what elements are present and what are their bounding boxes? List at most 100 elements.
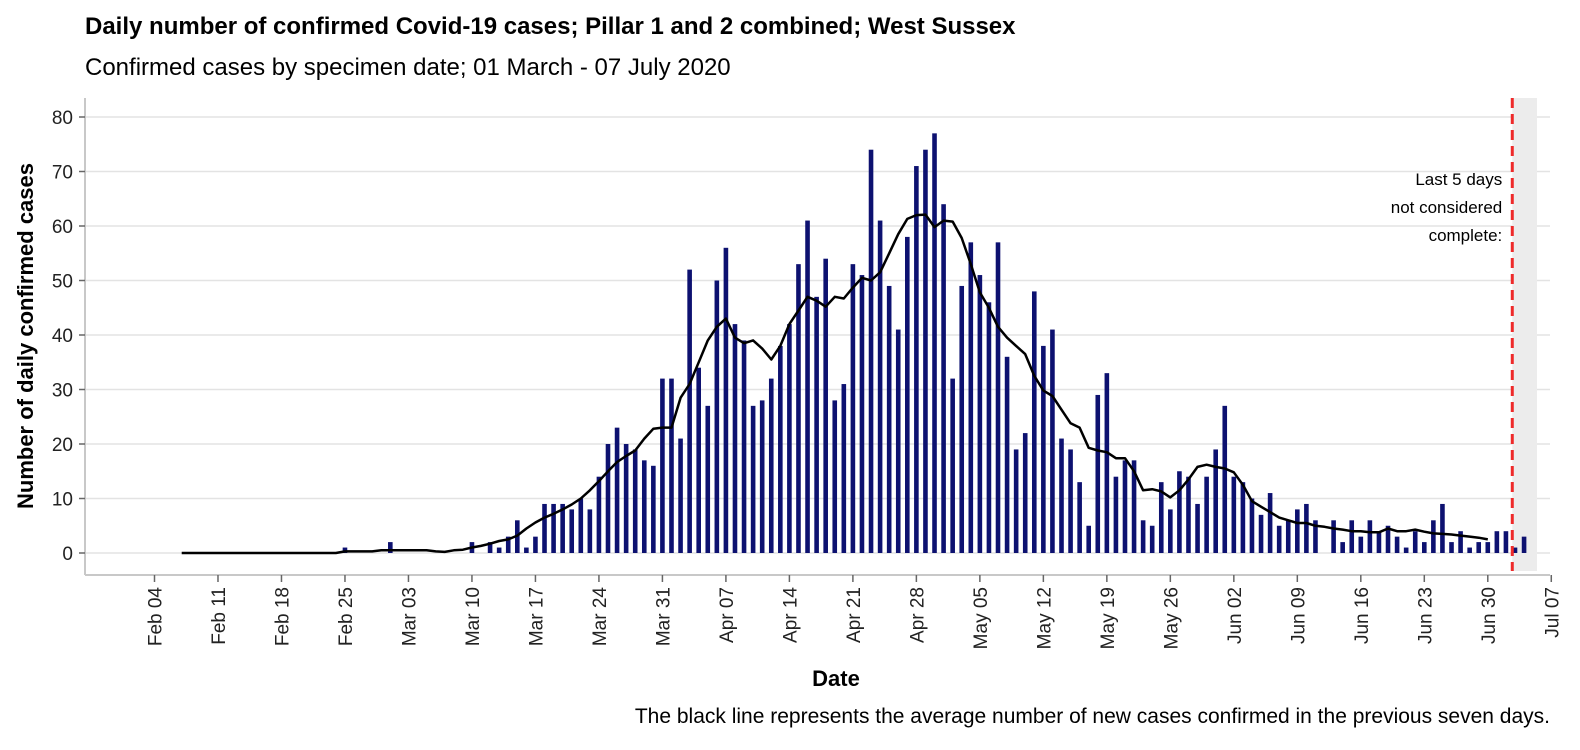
y-tick-label: 60 bbox=[52, 217, 73, 238]
bar bbox=[841, 384, 847, 553]
bar bbox=[1485, 542, 1491, 553]
bar bbox=[1267, 493, 1273, 553]
bar bbox=[1331, 520, 1336, 553]
bar bbox=[1231, 476, 1237, 553]
x-tick-label: Apr 07 bbox=[717, 587, 738, 643]
x-tick-label: May 26 bbox=[1161, 587, 1182, 649]
bar bbox=[524, 547, 529, 553]
bar bbox=[1249, 498, 1255, 553]
incomplete-period-shade bbox=[1512, 98, 1537, 571]
y-axis-ticks: 0 10 20 30 40 50 60 70 80 bbox=[52, 108, 85, 565]
bar bbox=[605, 444, 611, 553]
bar bbox=[732, 324, 738, 553]
bar bbox=[687, 269, 692, 553]
x-tick-label: Mar 03 bbox=[399, 587, 420, 646]
bar bbox=[823, 258, 828, 553]
bar bbox=[932, 133, 937, 553]
bar bbox=[868, 149, 874, 553]
bar bbox=[505, 536, 511, 553]
bar bbox=[614, 427, 620, 553]
bar bbox=[623, 444, 629, 553]
bar bbox=[1412, 531, 1418, 553]
bar bbox=[886, 285, 892, 553]
bar bbox=[487, 542, 493, 553]
y-tick-label: 30 bbox=[52, 381, 73, 402]
bar bbox=[1422, 542, 1427, 553]
bar bbox=[1240, 482, 1246, 553]
bar bbox=[1059, 438, 1064, 553]
bar bbox=[1213, 449, 1218, 553]
bar bbox=[1385, 525, 1391, 553]
bar-series bbox=[342, 133, 1527, 554]
y-tick-label: 80 bbox=[52, 108, 73, 129]
y-tick-label: 20 bbox=[52, 435, 73, 456]
bar bbox=[1195, 503, 1200, 553]
bar bbox=[859, 275, 865, 553]
bar bbox=[1512, 547, 1518, 553]
bar bbox=[1086, 525, 1092, 553]
x-tick-label: May 05 bbox=[971, 587, 992, 649]
y-tick-label: 50 bbox=[52, 272, 73, 293]
bar bbox=[1304, 503, 1309, 553]
bar bbox=[641, 460, 647, 553]
bar bbox=[632, 449, 638, 553]
bar bbox=[1204, 476, 1209, 553]
y-tick-label: 70 bbox=[52, 163, 73, 184]
bar bbox=[1521, 536, 1527, 553]
bar bbox=[1394, 536, 1400, 553]
y-tick-label: 0 bbox=[62, 544, 73, 565]
seven-day-average-line bbox=[181, 213, 1489, 555]
bar bbox=[968, 242, 974, 553]
bar bbox=[914, 166, 919, 554]
bar bbox=[1068, 449, 1073, 553]
x-tick-label: Mar 17 bbox=[526, 587, 547, 646]
bar bbox=[723, 247, 729, 554]
y-tick-label: 10 bbox=[52, 490, 73, 511]
bar bbox=[1104, 373, 1110, 553]
bar bbox=[959, 285, 965, 553]
bar bbox=[1122, 460, 1128, 553]
bar bbox=[877, 220, 883, 554]
bar bbox=[714, 280, 720, 553]
chart-subtitle: Confirmed cases by specimen date; 01 Mar… bbox=[85, 54, 731, 81]
x-tick-label: Apr 14 bbox=[780, 587, 801, 643]
x-tick-label: May 19 bbox=[1098, 587, 1119, 649]
bar bbox=[950, 378, 955, 553]
bar bbox=[1022, 433, 1028, 553]
bar bbox=[1494, 531, 1500, 553]
x-tick-label: Jun 30 bbox=[1479, 587, 1500, 644]
x-tick-label: Feb 04 bbox=[146, 587, 167, 647]
bar bbox=[1358, 536, 1364, 553]
bar bbox=[1276, 525, 1282, 553]
bar bbox=[1467, 547, 1472, 553]
bar bbox=[1431, 520, 1436, 553]
chart-title: Daily number of confirmed Covid-19 cases… bbox=[85, 13, 1016, 40]
x-tick-label: Jun 16 bbox=[1352, 587, 1373, 644]
bar bbox=[1403, 547, 1409, 553]
bar bbox=[696, 367, 701, 553]
bar bbox=[1222, 405, 1228, 553]
annotation-line: Last 5 days bbox=[1415, 170, 1502, 189]
y-tick-label: 40 bbox=[52, 326, 73, 347]
bar bbox=[977, 275, 983, 553]
bar bbox=[1367, 520, 1373, 553]
bar bbox=[1313, 520, 1318, 553]
bar bbox=[587, 509, 593, 553]
bar bbox=[814, 296, 819, 553]
bar bbox=[1140, 520, 1146, 553]
bar bbox=[1158, 482, 1164, 553]
bar bbox=[787, 324, 792, 553]
bar bbox=[923, 149, 928, 553]
bar bbox=[995, 242, 1001, 553]
bar bbox=[905, 236, 910, 553]
x-tick-label: Apr 28 bbox=[907, 587, 928, 643]
bar bbox=[1376, 531, 1382, 553]
x-tick-label: Mar 31 bbox=[653, 587, 674, 646]
chart-caption: The black line represents the average nu… bbox=[634, 705, 1550, 728]
bar bbox=[388, 542, 393, 553]
bar bbox=[986, 302, 992, 553]
bar bbox=[778, 345, 783, 553]
bar bbox=[1186, 476, 1191, 553]
bar bbox=[578, 498, 584, 553]
